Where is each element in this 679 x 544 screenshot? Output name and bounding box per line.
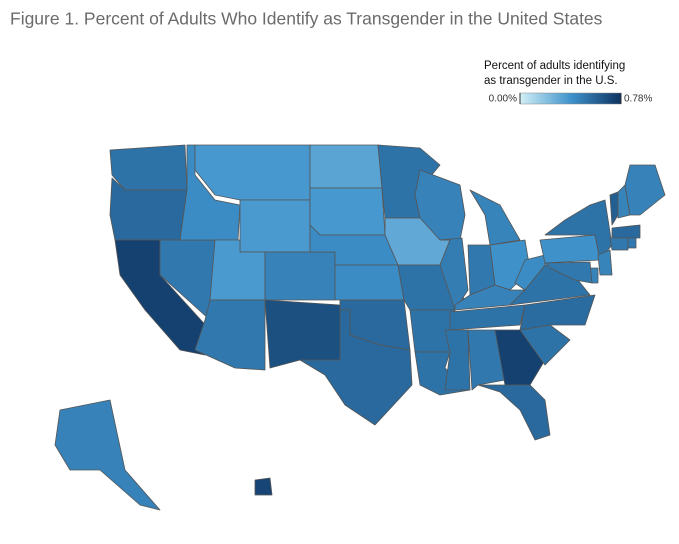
states [54, 144, 666, 511]
state [194, 144, 311, 201]
state [627, 237, 637, 249]
legend-tick-label: 0.00% [489, 94, 517, 105]
state [519, 294, 596, 331]
state [611, 224, 641, 239]
legend: Percent of adults identifying as transge… [484, 60, 652, 105]
state [334, 264, 405, 301]
state [254, 477, 273, 496]
state [539, 234, 601, 264]
map-title: Figure 1. Percent of Adults Who Identify… [10, 9, 603, 29]
state [449, 304, 526, 331]
state [467, 329, 506, 391]
legend-title: Percent of adults identifying [484, 60, 625, 72]
state [54, 399, 161, 511]
legend-gradient [519, 92, 622, 105]
state [454, 284, 526, 311]
state [309, 144, 383, 189]
state [544, 199, 613, 261]
state [239, 199, 311, 253]
state [309, 187, 386, 236]
state [514, 254, 546, 291]
state [597, 249, 613, 276]
state [264, 251, 336, 301]
state [477, 384, 551, 441]
state [609, 237, 629, 251]
state [109, 144, 188, 191]
state [544, 261, 593, 284]
legend-tick-label: 0.78% [624, 94, 652, 105]
legend-title: as transgender in the U.S. [484, 75, 618, 87]
state [444, 329, 471, 391]
state [494, 329, 546, 386]
state [469, 189, 521, 246]
state [624, 164, 666, 216]
state [299, 309, 413, 426]
state [609, 191, 619, 226]
state [264, 299, 341, 369]
